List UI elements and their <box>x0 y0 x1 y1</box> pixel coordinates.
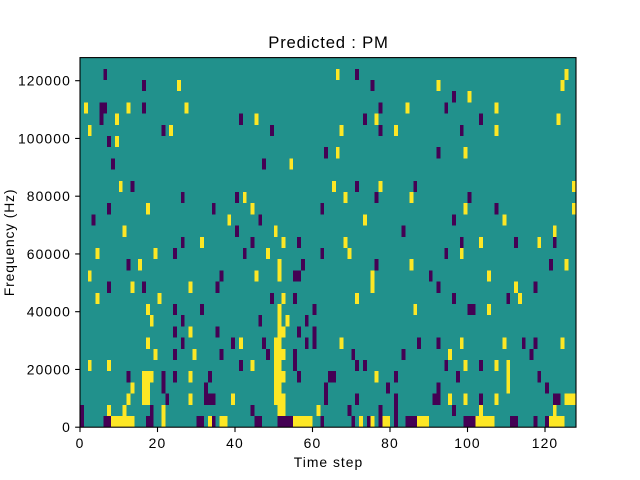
svg-text:40000: 40000 <box>27 304 71 320</box>
svg-text:100: 100 <box>454 435 480 451</box>
svg-text:0: 0 <box>76 435 85 451</box>
svg-text:Time step: Time step <box>294 454 363 470</box>
svg-text:80: 80 <box>381 435 399 451</box>
svg-text:0: 0 <box>62 419 71 435</box>
svg-text:80000: 80000 <box>27 188 71 204</box>
svg-text:120000: 120000 <box>18 73 71 89</box>
svg-text:60: 60 <box>304 435 322 451</box>
svg-text:60000: 60000 <box>27 246 71 262</box>
svg-text:Frequency (Hz): Frequency (Hz) <box>1 189 17 297</box>
svg-text:100000: 100000 <box>18 130 71 146</box>
svg-text:120: 120 <box>532 435 558 451</box>
svg-text:40: 40 <box>226 435 244 451</box>
svg-text:Predicted : PM: Predicted : PM <box>268 33 388 52</box>
svg-text:20000: 20000 <box>27 361 71 377</box>
svg-text:20: 20 <box>149 435 167 451</box>
